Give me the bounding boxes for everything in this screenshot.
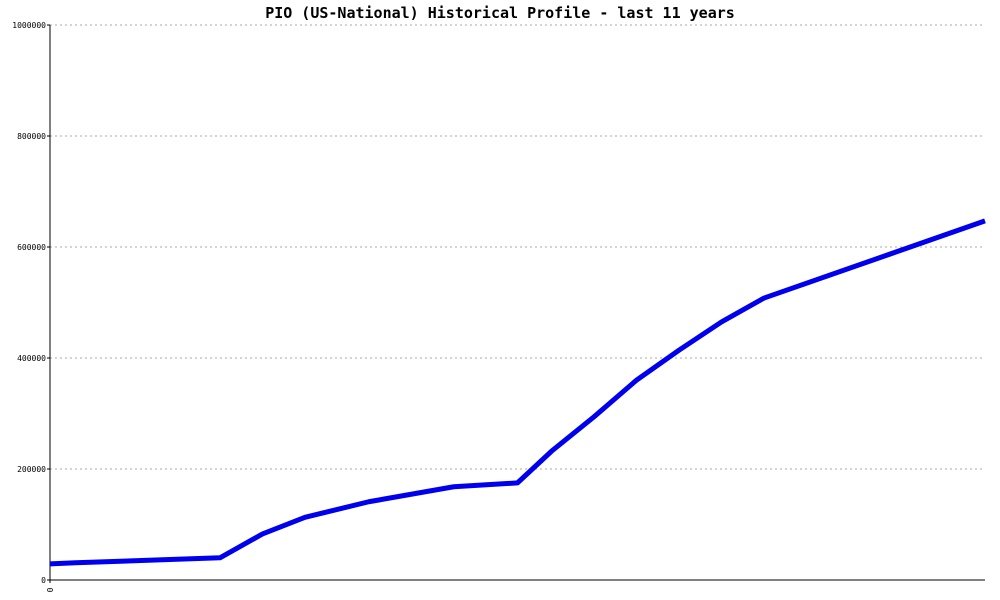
y-tick-label: 200000 (17, 465, 46, 474)
y-tick-label: 400000 (17, 354, 46, 363)
y-tick-label: 0 (41, 576, 46, 585)
y-tick-label: 600000 (17, 243, 46, 252)
y-tick-label: 1000000 (12, 21, 46, 30)
data-line (49, 218, 986, 567)
chart-title: PIO (US-National) Historical Profile - l… (265, 4, 735, 22)
x-tick-label: 0 (46, 587, 55, 592)
y-tick-label: 800000 (17, 132, 46, 141)
